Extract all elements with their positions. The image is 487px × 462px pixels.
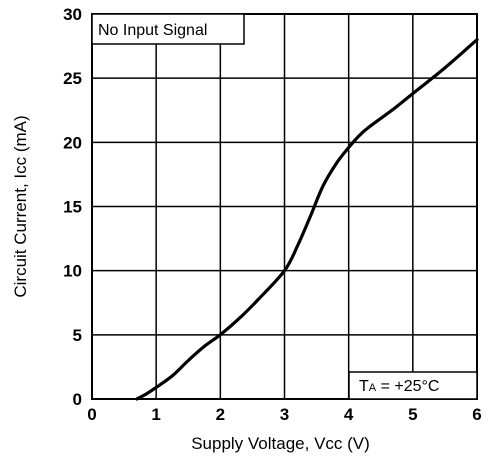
x-axis-label: Supply Voltage, Vcc (V) xyxy=(191,434,370,453)
x-tick-label: 3 xyxy=(280,405,289,424)
y-tick-label: 0 xyxy=(73,390,82,409)
x-tick-label: 2 xyxy=(216,405,225,424)
annotation-no-input-signal-text: No Input Signal xyxy=(98,22,207,39)
y-tick-label: 15 xyxy=(63,198,82,217)
annotation-temperature-subscript: A xyxy=(369,382,377,394)
annotation-temperature-t: T xyxy=(359,378,369,395)
x-tick-label: 5 xyxy=(408,405,417,424)
x-tick-label: 4 xyxy=(344,405,354,424)
y-tick-label: 30 xyxy=(63,5,82,24)
annotation-temperature-text: TA = +25°C xyxy=(359,378,439,395)
annotation-no-input-signal: No Input Signal xyxy=(91,13,245,45)
y-tick-labels: 0 5 10 15 20 25 30 xyxy=(63,5,82,409)
series-line xyxy=(135,38,479,401)
x-tick-label: 0 xyxy=(87,405,96,424)
annotation-temperature-value: = +25°C xyxy=(376,378,439,395)
plot-frame xyxy=(91,13,478,400)
grid-lines xyxy=(92,14,477,399)
y-tick-label: 10 xyxy=(63,262,82,281)
y-tick-label: 5 xyxy=(73,326,82,345)
x-tick-label: 6 xyxy=(472,405,481,424)
y-axis-label: Circuit Current, Icc (mA) xyxy=(11,115,30,297)
x-tick-label: 1 xyxy=(151,405,160,424)
annotation-temperature: TA = +25°C xyxy=(348,371,478,400)
y-tick-label: 20 xyxy=(63,133,82,152)
y-tick-label: 25 xyxy=(63,69,82,88)
x-tick-labels: 0 1 2 3 4 5 6 xyxy=(87,405,481,424)
